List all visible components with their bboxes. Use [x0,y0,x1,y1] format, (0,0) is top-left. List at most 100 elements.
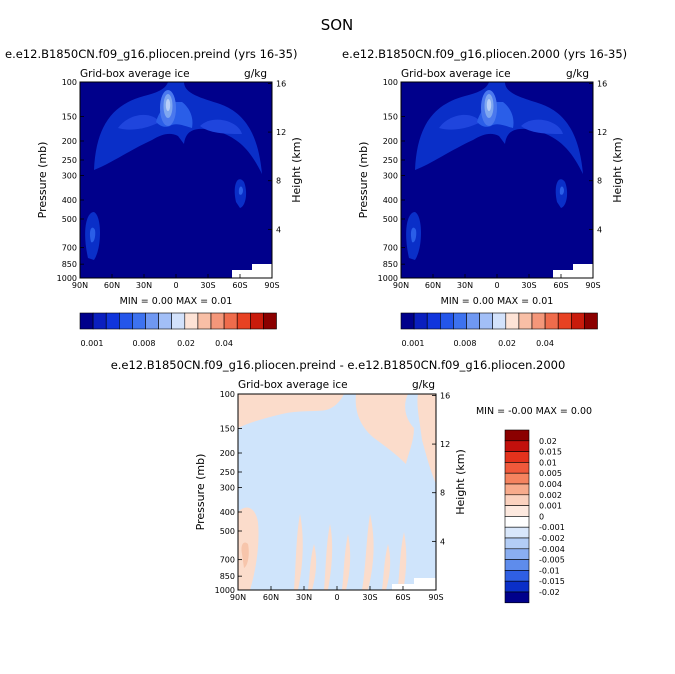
y-tick-label: 300 [62,172,77,181]
colorbar-swatch [118,312,133,330]
colorbar-swatch [518,312,533,330]
x-tick-label: 90N [230,593,246,602]
diff-colorbar-swatch [504,559,530,571]
y-tick-label: 850 [62,260,77,269]
diff-colorbar-label: -0.001 [539,523,565,532]
diff-colorbar-swatch [504,451,530,463]
diff-colorbar-swatch [504,483,530,496]
colorbar-swatch [439,312,454,330]
cbar-label-1: 0.008 [133,339,156,348]
y-tick-label: 1000 [378,274,398,283]
y-tick-label: 200 [383,137,398,146]
y-tick-label: 250 [220,468,235,477]
height-tick-label: 16 [597,79,607,88]
y-tick-label: 200 [220,449,235,458]
y-tick-label: 200 [62,137,77,146]
diff-colorbar-swatch [504,429,530,442]
diff-streak-1 [294,514,303,590]
diff-colorbar-label: -0.005 [539,556,565,565]
x-tick-label: 90S [585,281,600,290]
colorbar-swatch [263,312,277,330]
colorbar-swatch [531,312,546,330]
diff-streak-2 [308,544,317,590]
panel-2000-colorbar [400,312,598,330]
panel-2000-stats: MIN = 0.00 MAX = 0.01 [441,296,554,307]
diff-colorbar-label: 0.004 [539,480,562,489]
x-tick-label: 30S [200,281,215,290]
y-tick-label: 400 [220,508,235,517]
height-tick-label: 12 [440,440,450,449]
colorbar-swatch [466,312,480,330]
diff-positive-south-edge [417,394,436,484]
y-tick-label: 150 [220,425,235,434]
diff-streak-3 [324,524,333,590]
panel-2000: e.e12.B1850CN.f09_g16.pliocen.2000 (yrs … [342,47,627,348]
y-tick-label: 100 [220,390,235,399]
colorbar-swatch [171,312,186,330]
figure-title: SON [321,16,354,34]
diff-colorbar-swatch [504,570,530,582]
diff-colorbar-label: 0.015 [539,448,562,457]
diff-colorbar-swatch [504,505,530,517]
y-tick-label: 150 [383,113,398,122]
y-tick-label: 300 [383,172,398,181]
diff-positive-north-core [241,542,249,568]
colorbar-swatch [184,312,199,330]
colorbar-swatch [132,312,146,330]
height-tick-label: 4 [597,225,602,234]
y-right-axis-title: Height (km) [290,137,303,203]
colorbar-swatch [92,312,107,330]
diff-colorbar-swatch [504,516,530,528]
colorbar-swatch [453,312,467,330]
diff-colorbar-label: -0.015 [539,577,565,586]
colorbar-swatch [400,312,415,330]
diff-colorbar-swatch [504,591,530,604]
panel-preind-left-label: Grid-box average ice [80,68,190,80]
x-tick-label: 90N [393,281,409,290]
x-tick-label: 30N [457,281,473,290]
panel-diff-units: g/kg [412,379,435,391]
cbar-label-3: 0.04 [215,339,233,348]
ice-layer-2b [521,119,563,134]
panel-diff-plot: 90N 60N 30N 0 30S 60S 90S 100 150 200 250 300 400 500… [194,390,467,602]
cbar-label-0: 0.001 [81,339,104,348]
missing-data-region [232,264,272,278]
colorbar-swatch [223,312,238,330]
ice-layer-2b [200,119,242,134]
colorbar-swatch [105,312,120,330]
diff-colorbar-label: 0.002 [539,491,562,500]
panel-2000-units: g/kg [566,68,589,80]
panel-difference: e.e12.B1850CN.f09_g16.pliocen.preind - e… [111,358,592,604]
y-tick-label: 150 [62,113,77,122]
panel-preind-plot: 90N 60N 30N 0 30S 60S 90S 100 150 200 250 300 400 500… [36,78,303,290]
y-tick-label: 250 [383,156,398,165]
panel-preind: e.e12.B1850CN.f09_g16.pliocen.preind (yr… [5,47,303,348]
panel-preind-title: e.e12.B1850CN.f09_g16.pliocen.preind (yr… [5,47,298,61]
ice-layer-2a [439,114,481,130]
y-tick-label: 850 [383,260,398,269]
cbar-label-2: 0.02 [498,339,516,348]
y-tick-label: 700 [383,244,398,253]
diff-colorbar-label: 0.01 [539,458,557,467]
ice-core-inner [486,99,492,111]
panel-2000-title: e.e12.B1850CN.f09_g16.pliocen.2000 (yrs … [342,47,627,61]
x-tick-label: 0 [173,281,178,290]
colorbar-swatch [571,312,585,330]
diff-streak-7 [398,532,407,586]
x-tick-label: 60S [395,593,410,602]
colorbar-swatch [505,312,520,330]
ice-south-low-core [559,186,564,195]
diff-colorbar-label: 0.02 [539,437,557,446]
y-tick-label: 250 [62,156,77,165]
y-right-axis-title: Height (km) [611,137,624,203]
height-tick-label: 16 [440,391,450,400]
diff-colorbar-swatch [504,472,530,485]
y-tick-label: 100 [62,78,77,87]
colorbar-swatch [158,312,172,330]
colorbar-swatch [544,312,559,330]
ice-layer-1 [94,82,262,174]
colorbar-swatch [210,312,225,330]
x-tick-label: 60N [104,281,120,290]
